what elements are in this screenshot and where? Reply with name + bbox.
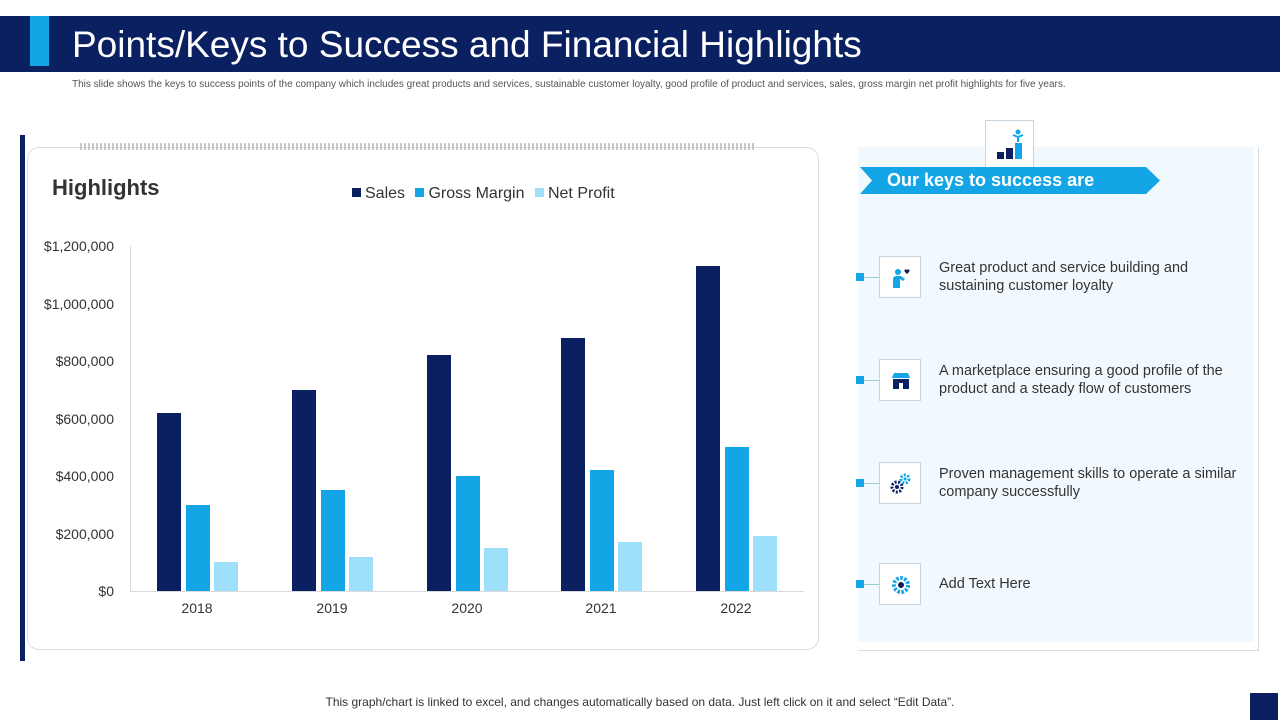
keys-panel	[858, 147, 1254, 642]
key-item-icon-box	[879, 256, 921, 298]
growth-icon-box	[985, 120, 1034, 169]
key-item-text: Proven management skills to operate a si…	[939, 466, 1237, 500]
x-tick-label: 2020	[451, 600, 483, 616]
x-tick-label: 2018	[181, 600, 213, 616]
growth-chart-icon	[997, 129, 1024, 159]
keys-title: Our keys to success are	[887, 170, 1095, 190]
y-tick-label: $1,200,000	[43, 238, 114, 254]
legend-item-gross-margin: Gross Margin	[415, 185, 525, 203]
bar-sales[interactable]	[292, 389, 316, 591]
key-item-text: A marketplace ensuring a good profile of…	[939, 363, 1223, 397]
x-tick-label: 2022	[720, 600, 752, 616]
y-tick-label: $200,000	[55, 525, 114, 542]
corner-logo	[1250, 693, 1278, 720]
panel-border-bottom	[858, 650, 1259, 651]
bar-gross-margin[interactable]	[590, 470, 614, 591]
legend-label-sales: Sales	[365, 185, 406, 202]
keys-banner	[860, 167, 1160, 194]
legend-item-sales: Sales	[352, 185, 405, 203]
store-icon	[892, 373, 910, 389]
title-accent	[30, 16, 49, 66]
key-item-icon-box	[879, 462, 921, 504]
page-subtitle: This slide shows the keys to success poi…	[72, 79, 1066, 90]
key-item-text: Great product and service building and s…	[939, 260, 1189, 294]
bar-sales[interactable]	[157, 412, 181, 591]
y-tick-label: $0	[98, 583, 114, 599]
bar-sales[interactable]	[427, 355, 451, 591]
bar-net-profit[interactable]	[618, 542, 642, 591]
left-accent-border	[20, 135, 25, 661]
y-axis-line	[130, 246, 131, 591]
bar-sales[interactable]	[696, 266, 720, 591]
bar-net-profit[interactable]	[484, 547, 508, 591]
chart-legend: Sales Gross Margin Net Profit	[352, 185, 621, 203]
gears-icon	[890, 473, 911, 494]
y-tick-label: $600,000	[55, 410, 114, 427]
bar-gross-margin[interactable]	[321, 490, 345, 591]
x-axis-line	[130, 591, 804, 592]
panel-border-right	[1258, 147, 1259, 650]
bullet-connector	[864, 483, 879, 484]
y-tick-label: $800,000	[55, 353, 114, 369]
chart-title: Highlights	[52, 175, 160, 200]
legend-swatch-sales	[352, 188, 361, 197]
bar-gross-margin[interactable]	[456, 476, 480, 591]
x-tick-label: 2021	[585, 600, 617, 616]
key-item-text: Add Text Here	[939, 576, 1031, 592]
key-item-icon-box	[879, 563, 921, 605]
y-tick-label: $1,000,000	[43, 295, 114, 312]
bar-sales[interactable]	[561, 338, 585, 591]
bar-gross-margin[interactable]	[725, 447, 749, 591]
title-bar	[0, 16, 1280, 72]
bullet-dot	[856, 479, 864, 487]
legend-swatch-net-profit	[534, 188, 544, 197]
bar-net-profit[interactable]	[349, 556, 373, 591]
legend-label-net-profit: Net Profit	[547, 185, 615, 202]
x-tick-label: 2019	[316, 600, 348, 616]
bar-net-profit[interactable]	[214, 562, 238, 591]
bullet-connector	[864, 380, 879, 381]
bullet-connector	[864, 584, 879, 585]
bullet-dot	[856, 273, 864, 281]
bar-gross-margin[interactable]	[186, 504, 210, 591]
page-title: Points/Keys to Success and Financial Hig…	[72, 24, 862, 65]
bullet-dot	[856, 376, 864, 384]
footer-note: This graph/chart is linked to excel, and…	[325, 695, 955, 709]
bar-net-profit[interactable]	[753, 536, 777, 591]
dotted-divider	[80, 143, 756, 150]
legend-label-gross-margin: Gross Margin	[428, 185, 525, 202]
bullet-connector	[864, 277, 879, 278]
legend-item-net-profit: Net Profit	[534, 185, 615, 203]
legend-swatch-gross-margin	[415, 188, 425, 197]
gear-badge-icon	[892, 576, 910, 594]
customer-love-icon	[893, 269, 910, 288]
y-tick-label: $400,000	[55, 468, 114, 484]
bullet-dot	[856, 580, 864, 588]
key-item-icon-box	[879, 359, 921, 401]
